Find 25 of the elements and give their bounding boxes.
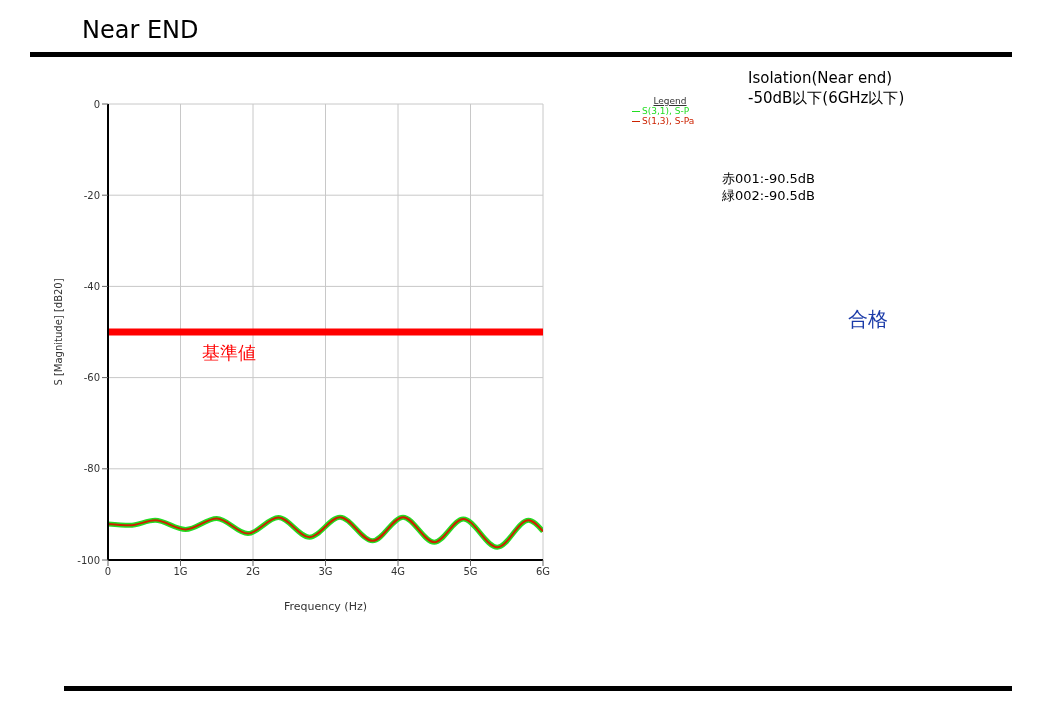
y-tick-label: 0 [93, 98, 100, 110]
x-tick-label: 2G [245, 566, 261, 578]
x-tick-label: 4G [390, 566, 406, 578]
text: Isolation(Near end) [748, 68, 894, 88]
chart-title: Near END [82, 16, 199, 44]
y-tick-label: -80 [83, 463, 100, 475]
x-tick-label: 1G [173, 566, 188, 578]
y-axis-title: S [Magnitude] [dB20] [52, 278, 64, 386]
y-tick-label: -40 [83, 280, 100, 292]
x-axis-title: Frequency (Hz) [284, 600, 367, 613]
y-tick-label: -100 [77, 554, 100, 566]
legend-label: S(3,1), S-P [641, 106, 691, 116]
x-tick-label: 0 [104, 566, 112, 578]
y-tick-label: -60 [83, 372, 100, 384]
text: 赤001:-90.5dB [722, 170, 815, 187]
x-tick-label: 6G [535, 566, 551, 578]
y-tick-label: -20 [83, 189, 100, 201]
legend-label: S(1,3), S-Pa [641, 116, 696, 126]
ref-line-label: 基準値 [202, 341, 256, 363]
x-tick-label: 3G [318, 566, 333, 578]
legend-title: Legend [652, 96, 688, 106]
text: 緑002:-90.5dB [722, 187, 815, 204]
text: -50dB以下(6GHz以下) [748, 88, 905, 108]
x-tick-label: 5G [463, 566, 478, 578]
text: 合格 [848, 306, 888, 333]
